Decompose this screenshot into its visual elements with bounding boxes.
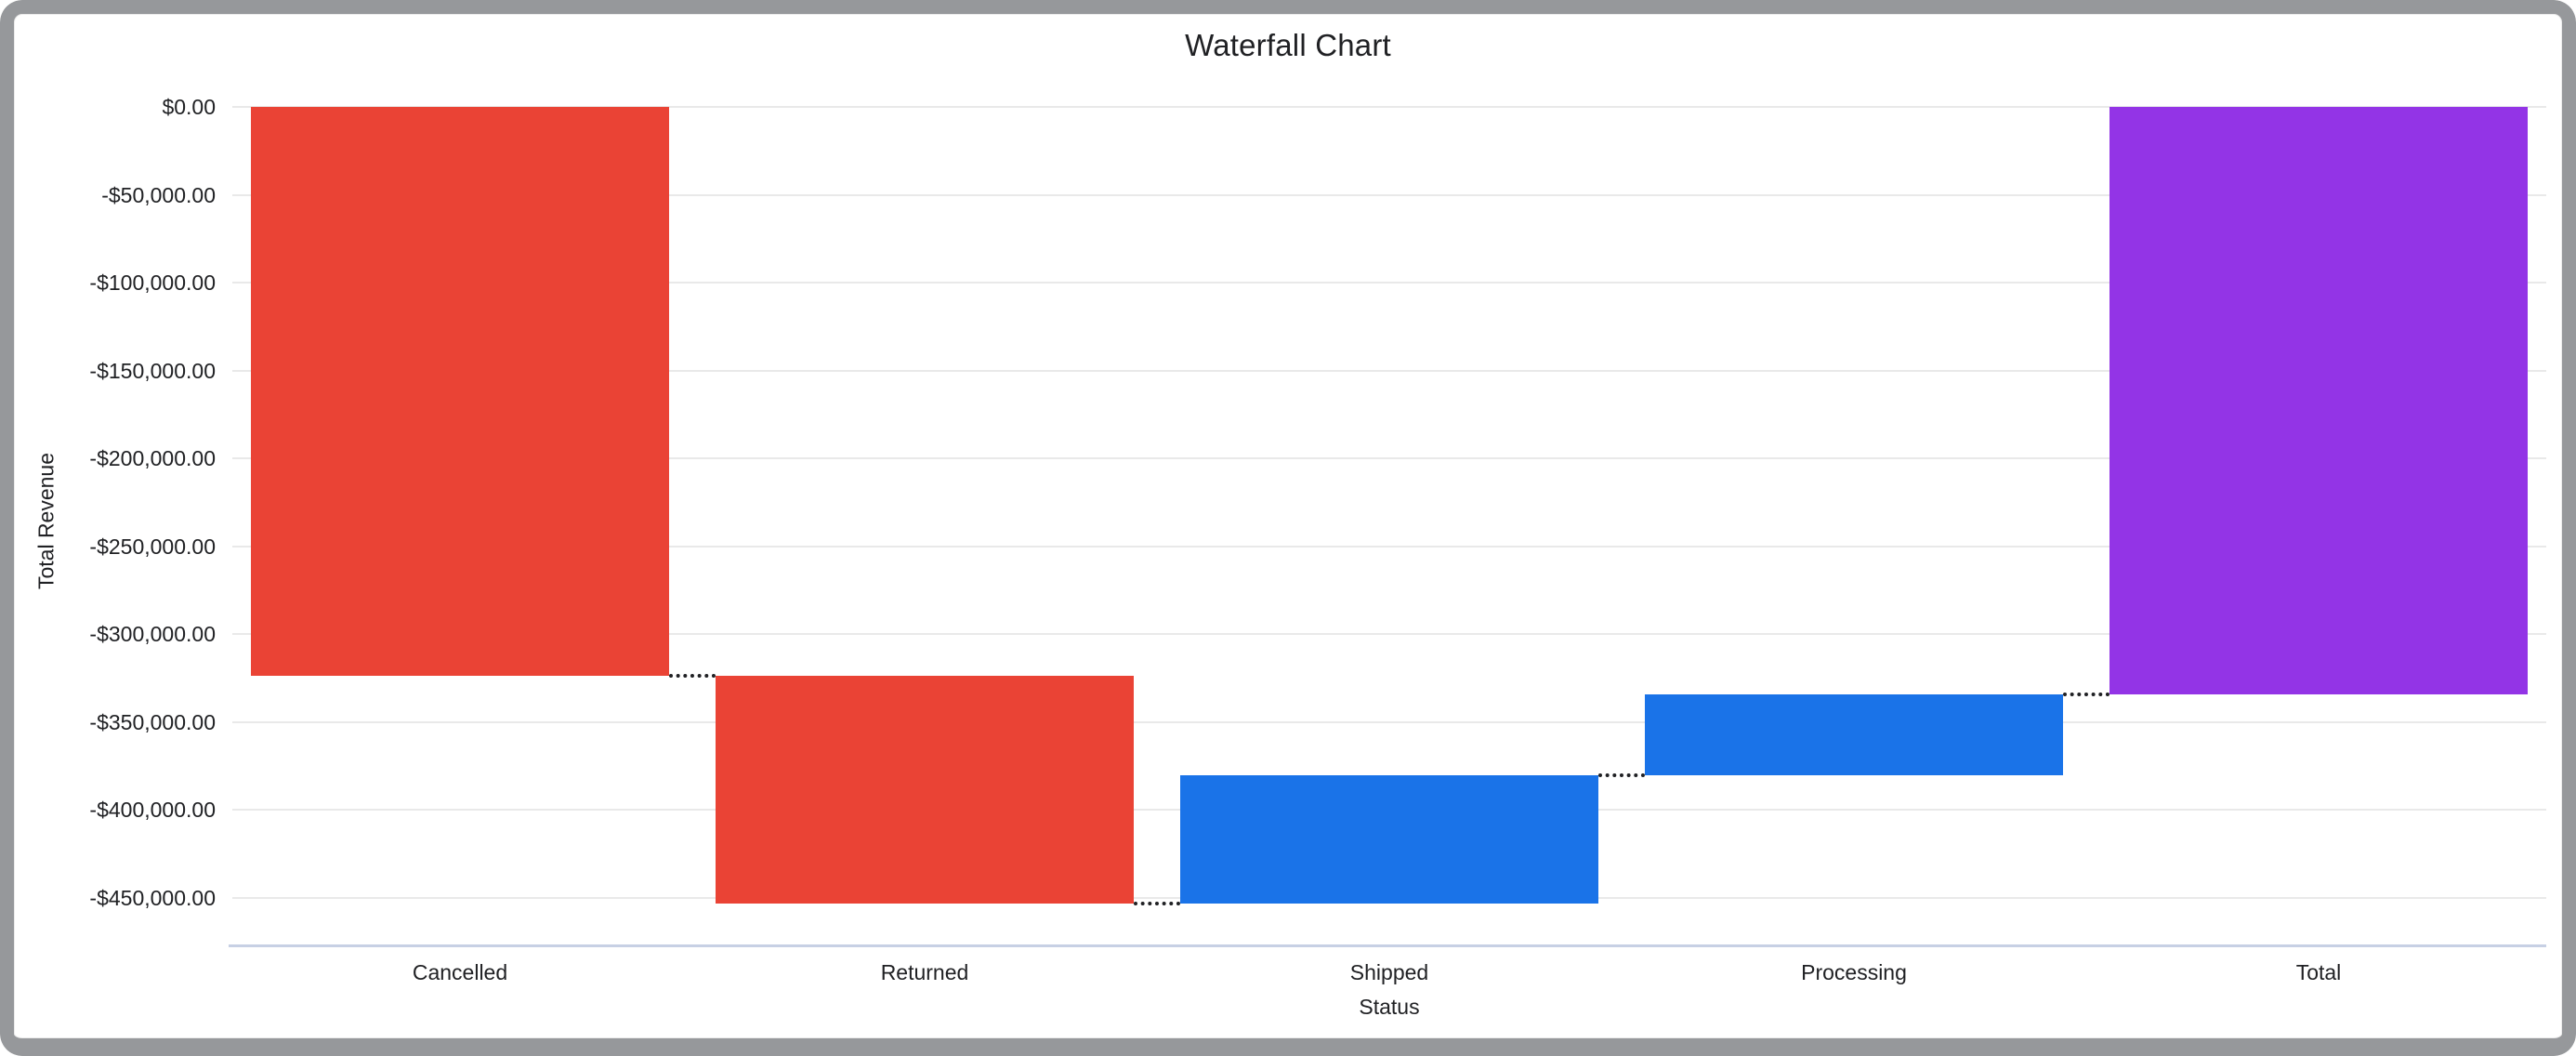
- gridline: [232, 106, 2546, 108]
- y-tick-label: -$100,000.00: [89, 271, 216, 296]
- x-tick-label-returned: Returned: [880, 960, 969, 984]
- x-tick-label-processing: Processing: [1801, 960, 1907, 984]
- y-tick-label: -$200,000.00: [89, 446, 216, 471]
- gridline: [232, 545, 2546, 548]
- y-axis-title: Total Revenue: [33, 452, 59, 590]
- waterfall-connector: [2063, 693, 2109, 697]
- gridline: [232, 282, 2546, 284]
- x-tick-label-total: Total: [2295, 960, 2342, 984]
- waterfall-bar-returned[interactable]: [716, 676, 1134, 904]
- y-tick-label: -$150,000.00: [89, 358, 216, 383]
- x-tick-label-shipped: Shipped: [1349, 960, 1429, 984]
- waterfall-bar-shipped[interactable]: [1180, 775, 1598, 904]
- y-tick-label: -$300,000.00: [89, 622, 216, 647]
- y-tick-label: -$400,000.00: [89, 798, 216, 823]
- x-axis-line: [229, 944, 2546, 947]
- waterfall-bar-processing[interactable]: [1645, 694, 2063, 775]
- waterfall-connector: [669, 674, 716, 679]
- y-tick-label: $0.00: [162, 95, 216, 119]
- gridline: [232, 369, 2546, 372]
- chart-title: Waterfall Chart: [1185, 28, 1391, 62]
- y-tick-label: -$350,000.00: [89, 709, 216, 734]
- gridline: [232, 633, 2546, 636]
- x-tick-label-cancelled: Cancelled: [412, 960, 508, 984]
- y-tick-label: -$450,000.00: [89, 886, 216, 910]
- gridline: [232, 193, 2546, 196]
- gridline: [232, 457, 2546, 460]
- waterfall-connector: [1598, 773, 1645, 777]
- y-tick-label: -$50,000.00: [101, 182, 216, 207]
- y-tick-label: -$250,000.00: [89, 534, 216, 559]
- waterfall-bar-total[interactable]: [2109, 107, 2528, 695]
- x-axis-title: Status: [1359, 995, 1420, 1019]
- waterfall-connector: [1134, 901, 1180, 905]
- gridline: [232, 720, 2546, 723]
- waterfall-bar-cancelled[interactable]: [251, 107, 669, 677]
